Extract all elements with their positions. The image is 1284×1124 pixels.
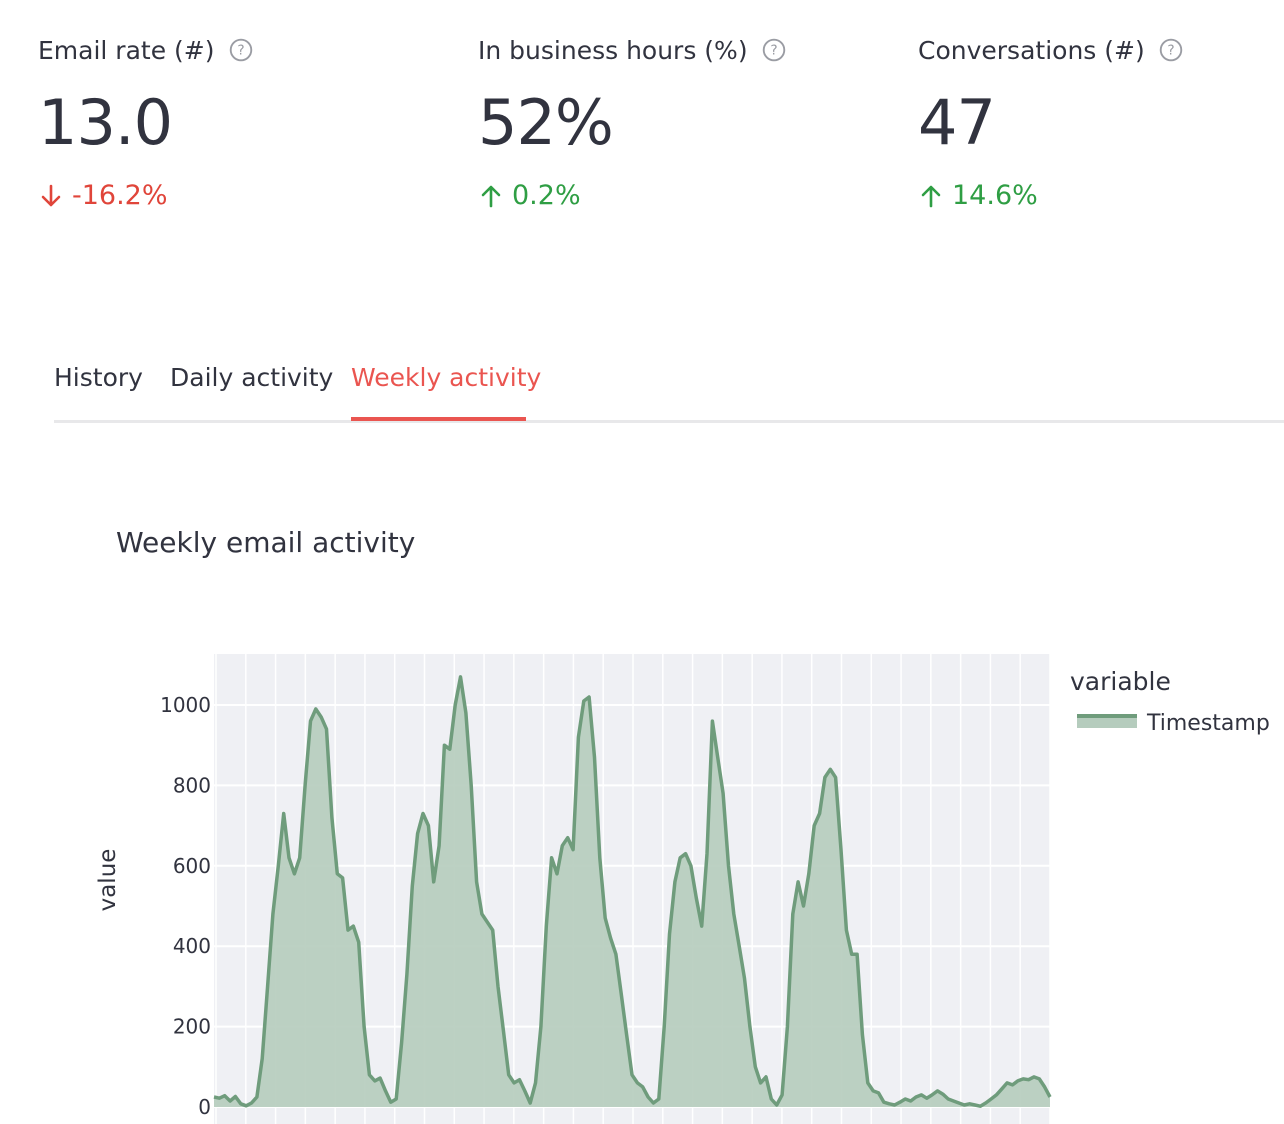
question-circle-icon[interactable]: ? (1159, 38, 1183, 62)
y-tick-label: 200 (173, 1015, 211, 1039)
tab-daily-activity[interactable]: Daily activity (170, 363, 334, 392)
y-tick-label: 1000 (160, 693, 211, 717)
svg-text:?: ? (237, 43, 244, 59)
metric-conversations: Conversations (#) ? 47 14.6% (918, 28, 1284, 211)
weekly-activity-chart: Weekly email activity 02004006008001000 … (95, 526, 1270, 1124)
arrow-up-icon (478, 183, 504, 209)
metric-business-hours: In business hours (%) ? 52% 0.2% (478, 28, 878, 211)
metric-delta: -16.2% (38, 180, 438, 211)
metric-delta-value: 14.6% (952, 180, 1038, 211)
y-tick-label: 600 (173, 854, 211, 878)
series-area-fill (214, 676, 1050, 1107)
y-axis-ticks: 0 200 400 600 800 1000 (160, 693, 211, 1119)
metric-delta-value: 0.2% (512, 180, 581, 211)
legend-title: variable (1070, 667, 1171, 696)
y-axis-label: value (95, 849, 121, 912)
tab-history[interactable]: History (54, 363, 143, 392)
metric-value: 13.0 (38, 86, 173, 159)
legend-entry[interactable]: Timestamp (1146, 711, 1270, 736)
metric-value: 52% (478, 86, 614, 159)
metric-value: 47 (918, 86, 996, 159)
tab-weekly-activity[interactable]: Weekly activity (351, 363, 542, 392)
chart-title: Weekly email activity (116, 526, 415, 559)
y-tick-label: 800 (173, 773, 211, 797)
metric-label: Email rate (#) (38, 35, 215, 65)
metric-delta: 0.2% (478, 180, 878, 211)
metric-label: Conversations (#) (918, 35, 1145, 65)
y-tick-label: 0 (198, 1095, 211, 1119)
arrow-down-icon (38, 183, 64, 209)
metric-label: In business hours (%) (478, 35, 748, 65)
question-circle-icon[interactable]: ? (762, 38, 786, 62)
active-tab-indicator (351, 417, 526, 421)
metric-delta: 14.6% (918, 180, 1284, 211)
metric-email-rate: Email rate (#) ? 13.0 -16.2% (38, 28, 438, 211)
svg-text:?: ? (1167, 43, 1174, 59)
svg-text:?: ? (770, 43, 777, 59)
metric-delta-value: -16.2% (72, 180, 168, 211)
series-line (213, 675, 1052, 1108)
tab-bar: History Daily activity Weekly activity (54, 352, 1284, 423)
metric-label-row: Conversations (#) ? (918, 28, 1284, 72)
question-circle-icon[interactable]: ? (229, 38, 253, 62)
arrow-up-icon (918, 183, 944, 209)
y-tick-label: 400 (173, 934, 211, 958)
metric-label-row: Email rate (#) ? (38, 28, 438, 72)
metric-label-row: In business hours (%) ? (478, 28, 878, 72)
